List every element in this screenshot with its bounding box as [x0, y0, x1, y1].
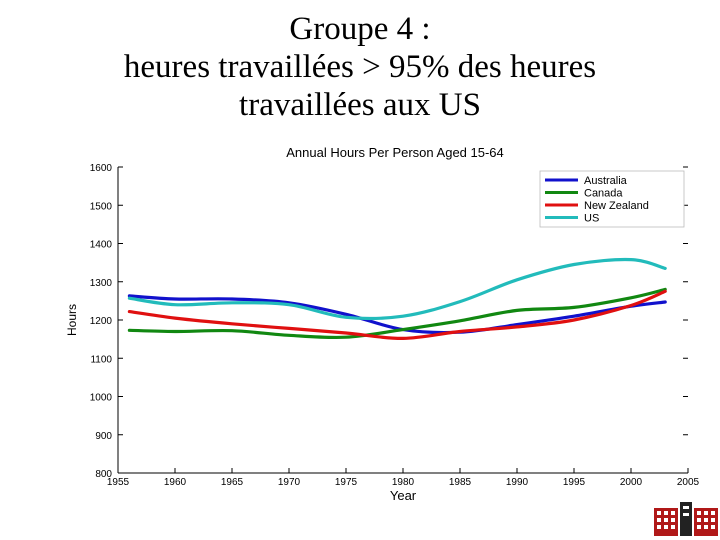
y-tick-label: 1100 [90, 354, 112, 365]
y-tick-label: 1000 [90, 393, 113, 404]
institution-logo-icon [654, 502, 718, 536]
x-tick-label: 1985 [449, 477, 472, 488]
y-tick-label: 1400 [90, 240, 113, 251]
legend-label-canada: Canada [584, 188, 623, 200]
chart-series [127, 257, 667, 341]
y-tick-label: 900 [95, 431, 112, 442]
x-tick-label: 1975 [335, 477, 358, 488]
x-tick-label: 2005 [677, 477, 700, 488]
legend-label-new-zealand: New Zealand [584, 200, 649, 212]
series-line-us [127, 257, 667, 321]
title-line-3: travaillées aux US [239, 87, 481, 123]
hours-line-chart: Annual Hours Per Person Aged 15-64 800 90… [65, 145, 700, 503]
legend-label-us: US [584, 213, 599, 225]
x-tick-label: 1960 [164, 477, 187, 488]
x-tick-label: 1965 [221, 477, 244, 488]
x-tick-label: 1955 [107, 477, 130, 488]
slide-title: Groupe 4 : heures travaillées > 95% des … [60, 10, 660, 124]
x-tick-label: 2000 [620, 477, 643, 488]
x-tick-label: 1980 [392, 477, 415, 488]
y-tick-label: 1600 [90, 163, 113, 174]
chart-axes: 800 900 1000 1100 1200 1300 1400 1500 1600 1955 19… [90, 163, 700, 488]
x-axis-label: Year [390, 488, 417, 503]
series-line-new-zealand [127, 289, 667, 341]
y-tick-label: 1200 [90, 316, 113, 327]
y-tick-label: 1500 [90, 201, 113, 212]
series-line-canada [127, 287, 667, 340]
x-tick-label: 1995 [563, 477, 586, 488]
title-line-2: heures travaillées > 95% des heures [123, 49, 597, 85]
x-tick-label: 1970 [278, 477, 301, 488]
y-tick-label: 1300 [90, 278, 113, 289]
chart-title: Annual Hours Per Person Aged 15-64 [286, 145, 504, 160]
y-tick-label: 800 [95, 469, 112, 480]
y-axis-label: Hours [65, 304, 79, 336]
title-line-1: Groupe 4 : [289, 11, 431, 47]
x-tick-label: 1990 [506, 477, 529, 488]
series-line-australia [127, 294, 667, 335]
legend-label-australia: Australia [584, 175, 628, 187]
